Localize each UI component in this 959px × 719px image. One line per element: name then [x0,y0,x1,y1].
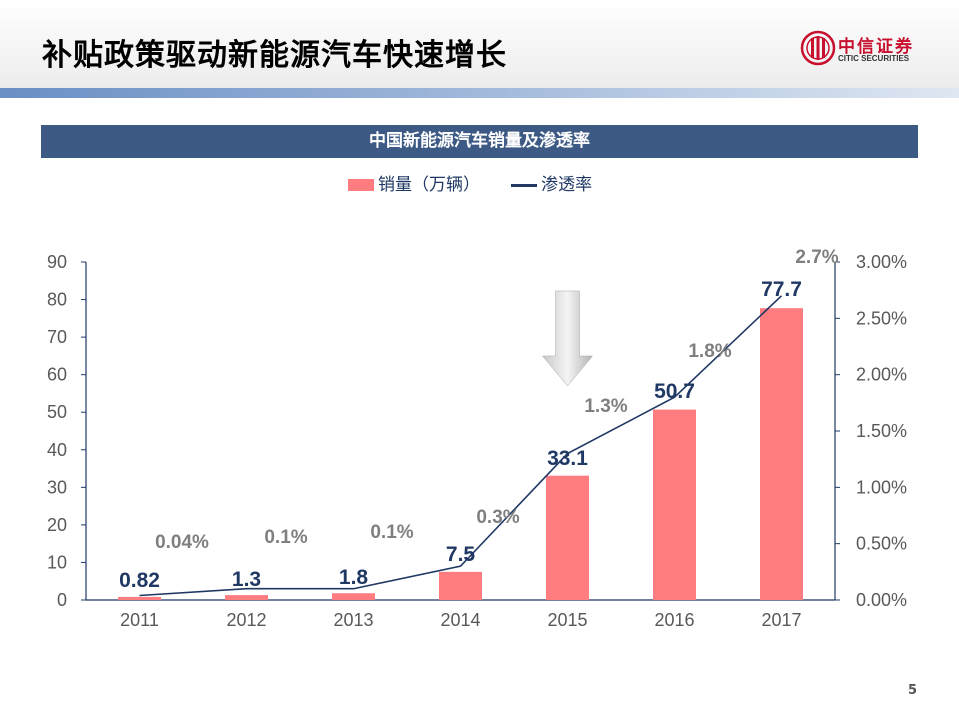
left-y-tick-label: 40 [47,440,67,460]
sales-bar [118,596,161,600]
left-y-tick-label: 20 [47,515,67,535]
x-tick-label: 2012 [226,610,266,630]
left-y-tick-label: 50 [47,402,67,422]
left-y-tick-label: 0 [57,590,67,610]
sales-value-label: 1.3 [232,568,261,591]
penetration-value-label: 2.7% [795,247,838,268]
left-y-tick-label: 70 [47,327,67,347]
sales-bar [225,595,268,600]
penetration-value-label: 0.1% [370,522,413,543]
chart-legend: 销量（万辆） 渗透率 [348,170,618,195]
right-y-tick-label: 1.00% [856,477,907,497]
sales-bar [439,571,482,600]
sales-value-label: 50.7 [654,380,695,403]
sales-value-label: 0.82 [119,569,160,592]
left-y-tick-label: 30 [47,477,67,497]
sales-value-label: 7.5 [446,543,476,566]
sales-value-label: 33.1 [547,447,588,470]
right-y-tick-label: 2.50% [856,308,907,328]
penetration-line [139,295,783,597]
citic-logo: 中信证券 CITIC SECURITIES [800,30,930,70]
right-y-tick-label: 0.00% [856,590,907,610]
sales-value-label: 1.8 [339,566,369,589]
penetration-value-label: 0.1% [264,527,307,548]
left-y-tick-label: 90 [47,252,67,272]
right-y-tick-label: 3.00% [856,252,907,272]
legend-bar-swatch [348,179,374,191]
sales-bar [546,475,589,600]
right-y-tick-label: 2.00% [856,365,907,385]
header-accent-bar [0,88,959,98]
right-y-tick-label: 1.50% [856,421,907,441]
legend-item-penetration: 渗透率 [511,170,592,195]
legend-item-sales: 销量（万辆） [348,170,480,195]
page-number: 5 [908,683,918,698]
sales-bar [760,308,803,600]
sales-bar [332,593,375,600]
left-y-tick-label: 80 [47,290,67,310]
x-tick-label: 2011 [120,610,159,630]
left-y-tick-label: 60 [47,365,67,385]
x-tick-label: 2015 [547,610,587,630]
sales-bar [653,409,696,600]
chart-title-banner: 中国新能源汽车销量及渗透率 [41,125,918,158]
x-tick-label: 2014 [440,610,480,630]
penetration-value-label: 1.8% [688,341,731,362]
legend-label-sales: 销量（万辆） [378,175,480,195]
penetration-value-label: 1.3% [584,396,627,417]
x-tick-label: 2016 [654,610,694,630]
x-tick-label: 2017 [761,610,801,630]
page-title: 补贴政策驱动新能源汽车快速增长 [42,38,507,73]
sales-value-label: 77.7 [761,278,802,301]
right-y-tick-label: 0.50% [856,534,907,554]
down-arrow-annotation [541,290,594,387]
header-bar: 补贴政策驱动新能源汽车快速增长 中信证券 CITIC SECURITIES [0,0,959,88]
x-tick-label: 2013 [333,610,373,630]
logo-name: 中信证券 [838,37,914,57]
citic-emblem-icon [800,30,836,66]
logo-subtitle: CITIC SECURITIES [838,54,910,63]
penetration-value-label: 0.04% [155,532,209,553]
legend-line-swatch [511,183,538,187]
legend-label-penetration: 渗透率 [541,175,593,195]
left-y-tick-label: 10 [47,552,67,572]
penetration-value-label: 0.3% [476,507,519,528]
